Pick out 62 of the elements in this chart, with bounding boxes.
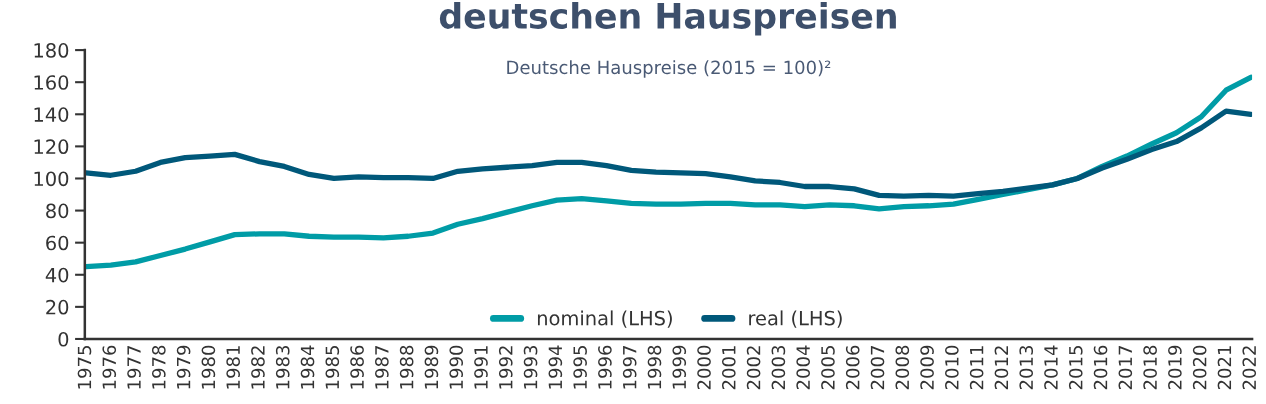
x-tick-label: 1992: [498, 346, 513, 389]
x-tick-label: 1979: [176, 345, 191, 389]
x-tick-label: 1998: [647, 345, 662, 389]
x-tick-label: 1983: [275, 345, 290, 389]
x-tick-label: 2012: [994, 346, 1009, 390]
x-tick-label: 1984: [300, 345, 315, 389]
x-tick-label: 2000: [697, 345, 711, 390]
x-tick-label: 1993: [523, 345, 538, 389]
y-tick-label: 180: [34, 43, 69, 58]
text: Deutsche Hauspreise (2015 = 100)²: [507, 60, 831, 78]
x-tick-label: 2003: [771, 345, 786, 390]
y-tick-label: 120: [34, 139, 69, 155]
x-tick-label: 2018: [1143, 345, 1157, 390]
x-tick-label: 2013: [1019, 345, 1034, 390]
x-tick-label: 1994: [548, 345, 563, 389]
y-tick-label: 0: [58, 331, 69, 347]
x-tick-label: 1995: [573, 346, 587, 389]
x-tick-label: 1997: [622, 346, 637, 389]
x-tick-label: 2002: [746, 346, 761, 390]
x-tick-label: 2017: [1118, 346, 1133, 390]
x-tick-label: 1985: [325, 346, 340, 389]
x-tick-label: 2019: [1168, 345, 1182, 390]
x-tick-label: 2007: [870, 346, 885, 390]
x-tick-label: 1976: [102, 345, 117, 389]
x-tick-label: 2022: [1242, 346, 1257, 390]
x-tick-label: 2010: [945, 345, 959, 390]
x-tick-label: 1986: [350, 345, 364, 389]
x-tick-label: 1978: [151, 345, 166, 389]
x-tick-label: 1977: [127, 346, 141, 389]
x-tick-label: 1988: [399, 345, 414, 389]
x-tick-label: 1982: [251, 346, 265, 389]
x-tick-label: 2001: [721, 346, 736, 390]
x-tick-label: 1987: [375, 346, 389, 389]
y-tick-label: 100: [34, 171, 69, 187]
x-tick-label: 1999: [672, 345, 687, 389]
x-tick-label: 1981: [226, 346, 240, 389]
legend-label: real (LHS): [749, 310, 842, 328]
x-tick-label: 1990: [449, 345, 464, 389]
x-tick-label: 2014: [1044, 345, 1058, 390]
x-tick-label: 2008: [895, 345, 910, 390]
x-tick-label: 2004: [796, 345, 810, 390]
x-tick-label: 2011: [969, 346, 984, 390]
y-tick-label: 40: [45, 267, 69, 283]
chart-title: deutschen Hauspreisen: [439, 2, 896, 36]
y-tick-label: 20: [46, 299, 69, 315]
y-tick-label: 60: [46, 235, 69, 251]
x-tick-label: 2015: [1068, 346, 1083, 390]
x-tick-label: 1989: [424, 345, 439, 389]
y-tick-label: 160: [34, 75, 69, 90]
y-tick-label: 140: [34, 107, 69, 122]
y-tick-label: 80: [46, 203, 69, 219]
x-tick-label: 1980: [201, 345, 216, 389]
x-tick-label: 2020: [1192, 345, 1207, 390]
legend-label: nominal (LHS): [537, 310, 672, 328]
x-tick-label: 1991: [474, 346, 488, 389]
x-tick-label: 1975: [77, 346, 92, 389]
x-tick-label: 2016: [1093, 345, 1108, 390]
x-tick-label: 2005: [821, 346, 835, 390]
x-tick-label: 2009: [920, 345, 934, 390]
x-tick-label: 1996: [598, 345, 612, 389]
x-tick-label: 2006: [845, 345, 860, 390]
x-tick-label: 2021: [1217, 346, 1232, 390]
